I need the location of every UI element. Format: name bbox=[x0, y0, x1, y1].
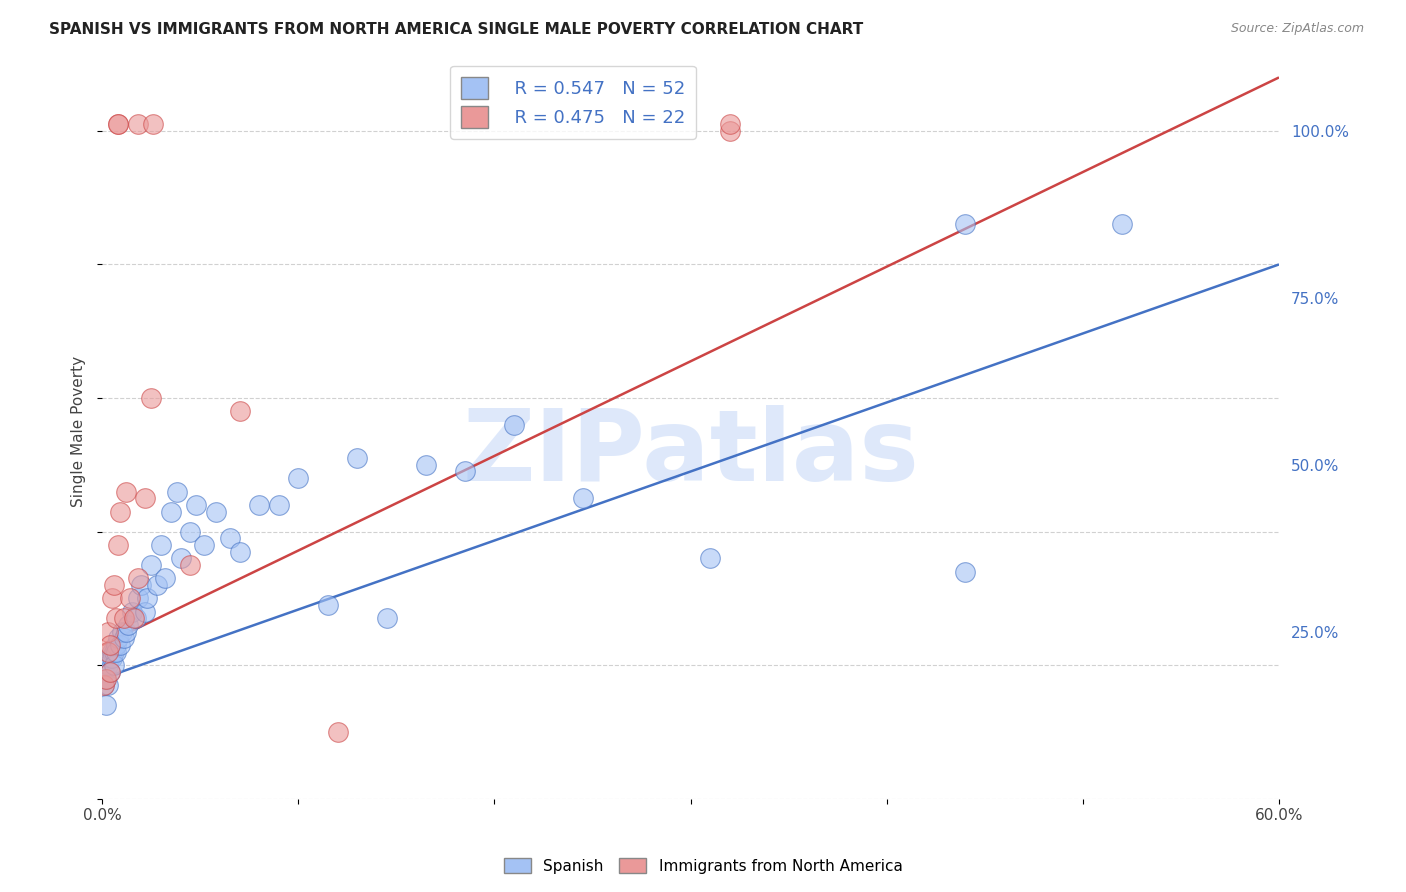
Point bbox=[104, 611, 127, 625]
Point bbox=[117, 618, 139, 632]
Point bbox=[127, 591, 149, 606]
Point bbox=[375, 611, 398, 625]
Point bbox=[346, 451, 368, 466]
Point bbox=[107, 538, 129, 552]
Point bbox=[93, 678, 115, 692]
Point bbox=[104, 638, 127, 652]
Point bbox=[107, 117, 129, 131]
Point bbox=[112, 611, 135, 625]
Point bbox=[153, 571, 176, 585]
Point bbox=[503, 417, 526, 432]
Point bbox=[98, 651, 121, 665]
Text: ZIPatlas: ZIPatlas bbox=[463, 405, 920, 502]
Point bbox=[112, 632, 135, 646]
Point bbox=[267, 498, 290, 512]
Point bbox=[101, 591, 124, 606]
Point bbox=[415, 458, 437, 472]
Point bbox=[97, 624, 120, 639]
Point bbox=[205, 504, 228, 518]
Point bbox=[93, 678, 115, 692]
Point bbox=[103, 645, 125, 659]
Point bbox=[179, 524, 201, 539]
Point bbox=[146, 578, 169, 592]
Point bbox=[127, 571, 149, 585]
Point bbox=[287, 471, 309, 485]
Point bbox=[699, 551, 721, 566]
Point bbox=[228, 404, 250, 418]
Point bbox=[94, 672, 117, 686]
Point bbox=[97, 658, 120, 673]
Point bbox=[97, 678, 120, 692]
Point bbox=[121, 605, 143, 619]
Text: Source: ZipAtlas.com: Source: ZipAtlas.com bbox=[1230, 22, 1364, 36]
Legend:   R = 0.547   N = 52,   R = 0.475   N = 22: R = 0.547 N = 52, R = 0.475 N = 22 bbox=[450, 66, 696, 138]
Point bbox=[953, 565, 976, 579]
Point bbox=[127, 117, 149, 131]
Point bbox=[98, 665, 121, 679]
Legend: Spanish, Immigrants from North America: Spanish, Immigrants from North America bbox=[498, 852, 908, 880]
Point bbox=[131, 578, 153, 592]
Point bbox=[107, 117, 129, 131]
Text: SPANISH VS IMMIGRANTS FROM NORTH AMERICA SINGLE MALE POVERTY CORRELATION CHART: SPANISH VS IMMIGRANTS FROM NORTH AMERICA… bbox=[49, 22, 863, 37]
Point bbox=[141, 558, 163, 572]
Point bbox=[160, 504, 183, 518]
Point bbox=[571, 491, 593, 506]
Point bbox=[179, 558, 201, 572]
Point bbox=[103, 578, 125, 592]
Point bbox=[186, 498, 208, 512]
Y-axis label: Single Male Poverty: Single Male Poverty bbox=[72, 356, 86, 507]
Point bbox=[111, 624, 134, 639]
Point bbox=[108, 504, 131, 518]
Point bbox=[326, 725, 349, 739]
Point bbox=[124, 611, 146, 625]
Point bbox=[316, 598, 339, 612]
Point bbox=[150, 538, 173, 552]
Point bbox=[454, 465, 477, 479]
Point bbox=[107, 632, 129, 646]
Point bbox=[136, 591, 159, 606]
Point bbox=[218, 531, 240, 545]
Point bbox=[228, 544, 250, 558]
Point bbox=[718, 124, 741, 138]
Point bbox=[169, 551, 191, 566]
Point bbox=[953, 218, 976, 232]
Point bbox=[193, 538, 215, 552]
Point bbox=[104, 645, 127, 659]
Point bbox=[114, 624, 136, 639]
Point bbox=[141, 391, 163, 405]
Point bbox=[718, 117, 741, 131]
Point bbox=[108, 638, 131, 652]
Point bbox=[94, 698, 117, 713]
Point bbox=[101, 651, 124, 665]
Point bbox=[101, 645, 124, 659]
Point bbox=[122, 611, 145, 625]
Point bbox=[134, 491, 156, 506]
Point bbox=[98, 665, 121, 679]
Point bbox=[142, 117, 165, 131]
Point bbox=[97, 645, 120, 659]
Point bbox=[93, 665, 115, 679]
Point bbox=[103, 658, 125, 673]
Point bbox=[118, 591, 141, 606]
Point bbox=[114, 484, 136, 499]
Point bbox=[98, 638, 121, 652]
Point bbox=[1111, 218, 1133, 232]
Point bbox=[134, 605, 156, 619]
Point bbox=[247, 498, 270, 512]
Point bbox=[94, 672, 117, 686]
Point bbox=[166, 484, 188, 499]
